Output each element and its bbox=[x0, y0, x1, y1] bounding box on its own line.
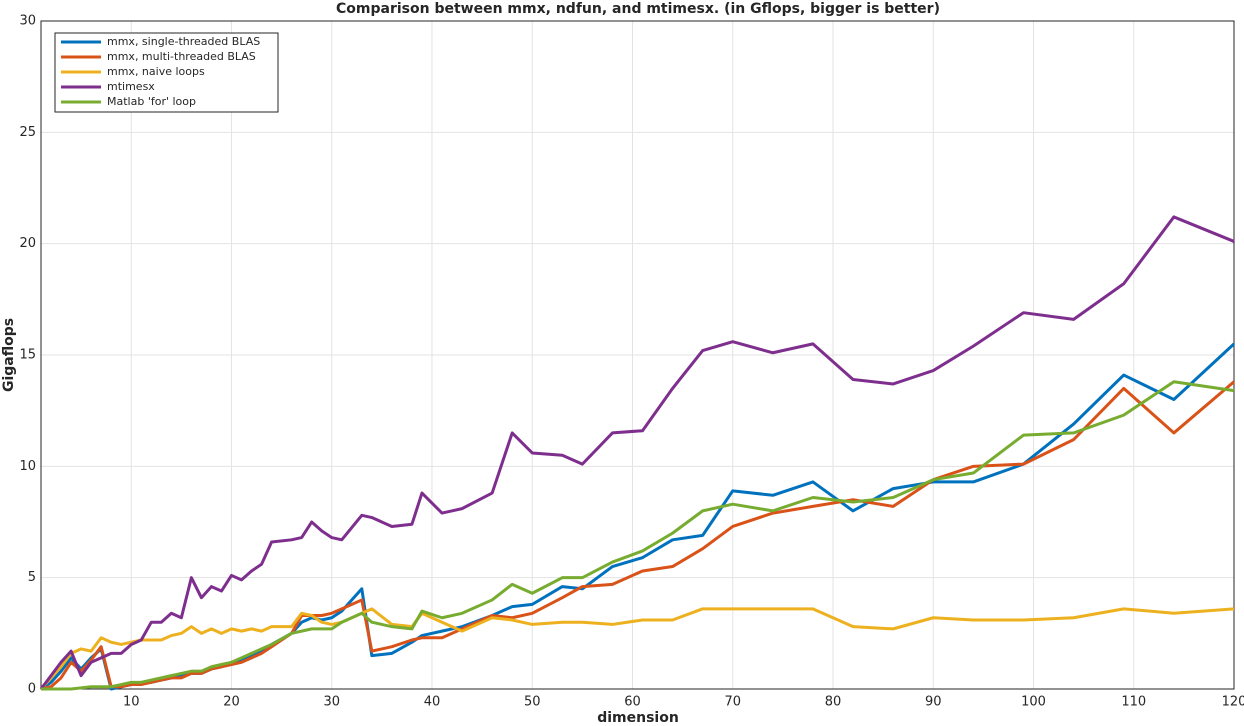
legend-label: mmx, naive loops bbox=[107, 65, 205, 78]
line bbox=[41, 380, 1235, 691]
y-tick-label: 15 bbox=[19, 348, 36, 363]
legend-label: mtimesx bbox=[107, 80, 155, 93]
x-tick-label: 90 bbox=[925, 695, 942, 710]
x-tick-label: 60 bbox=[624, 695, 641, 710]
y-tick-label: 25 bbox=[19, 125, 36, 140]
x-tick-label: 110 bbox=[1121, 695, 1146, 710]
x-tick-label: 120 bbox=[1222, 695, 1244, 710]
legend-label: mmx, single-threaded BLAS bbox=[107, 35, 260, 48]
x-axis-label: dimension bbox=[597, 710, 679, 726]
y-tick-label: 5 bbox=[28, 570, 36, 585]
x-tick-label: 10 bbox=[123, 695, 140, 710]
x-tick-label: 20 bbox=[223, 695, 240, 710]
x-tick-label: 30 bbox=[323, 695, 340, 710]
x-tick-label: 100 bbox=[1021, 695, 1046, 710]
x-tick-label: 70 bbox=[724, 695, 741, 710]
line bbox=[39, 215, 1235, 690]
y-tick-label: 30 bbox=[19, 14, 36, 29]
x-tick-label: 40 bbox=[424, 695, 441, 710]
legend-label: Matlab 'for' loop bbox=[107, 95, 196, 108]
chart-title: Comparison between mmx, ndfun, and mtime… bbox=[336, 1, 940, 17]
y-axis-label: Gigaflops bbox=[1, 318, 17, 392]
plot-frame bbox=[40, 20, 1235, 690]
x-tick-label: 50 bbox=[524, 695, 541, 710]
y-tick-label: 10 bbox=[19, 459, 36, 474]
y-tick-label: 0 bbox=[28, 682, 36, 697]
x-tick-label: 80 bbox=[825, 695, 842, 710]
y-tick-label: 20 bbox=[19, 236, 36, 251]
legend-label: mmx, multi-threaded BLAS bbox=[107, 50, 256, 63]
line bbox=[40, 380, 1235, 691]
